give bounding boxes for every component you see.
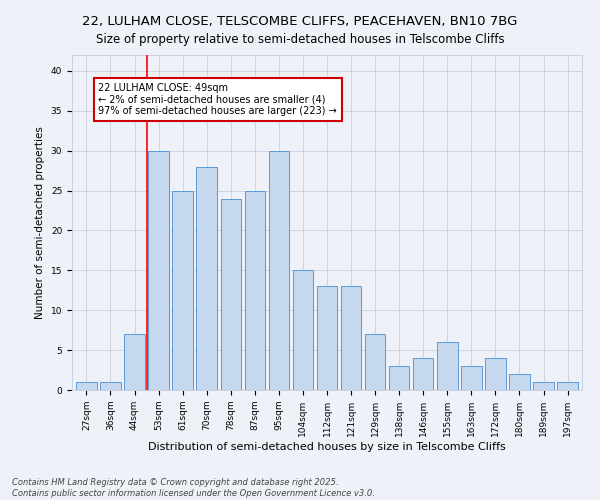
Bar (557, 382, 578, 390)
Bar (124, 334, 145, 390)
Bar (269, 150, 289, 390)
Bar (100, 382, 121, 390)
Text: Size of property relative to semi-detached houses in Telscombe Cliffs: Size of property relative to semi-detach… (95, 32, 505, 46)
Bar (485, 358, 506, 390)
Text: Contains HM Land Registry data © Crown copyright and database right 2025.
Contai: Contains HM Land Registry data © Crown c… (12, 478, 375, 498)
Bar (461, 366, 482, 390)
Bar (437, 342, 458, 390)
Bar (148, 150, 169, 390)
Bar (341, 286, 361, 390)
Bar (413, 358, 433, 390)
X-axis label: Distribution of semi-detached houses by size in Telscombe Cliffs: Distribution of semi-detached houses by … (148, 442, 506, 452)
Bar (317, 286, 337, 390)
Text: 22, LULHAM CLOSE, TELSCOMBE CLIFFS, PEACEHAVEN, BN10 7BG: 22, LULHAM CLOSE, TELSCOMBE CLIFFS, PEAC… (82, 15, 518, 28)
Bar (172, 190, 193, 390)
Bar (76, 382, 97, 390)
Text: 22 LULHAM CLOSE: 49sqm
← 2% of semi-detached houses are smaller (4)
97% of semi-: 22 LULHAM CLOSE: 49sqm ← 2% of semi-deta… (98, 83, 337, 116)
Y-axis label: Number of semi-detached properties: Number of semi-detached properties (35, 126, 45, 319)
Bar (365, 334, 385, 390)
Bar (389, 366, 409, 390)
Bar (221, 198, 241, 390)
Bar (245, 190, 265, 390)
Bar (509, 374, 530, 390)
Bar (196, 166, 217, 390)
Bar (533, 382, 554, 390)
Bar (293, 270, 313, 390)
